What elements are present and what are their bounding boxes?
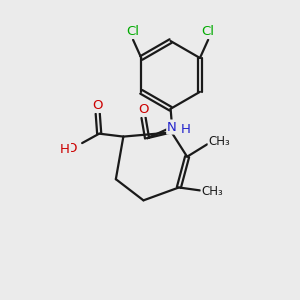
Text: CH₃: CH₃ (202, 185, 223, 198)
Text: H: H (60, 143, 70, 156)
Text: N: N (167, 121, 177, 134)
Text: CH₃: CH₃ (208, 135, 230, 148)
Text: Cl: Cl (127, 25, 140, 38)
Text: O: O (138, 103, 149, 116)
Text: O: O (66, 142, 77, 155)
Text: H: H (180, 123, 190, 136)
Text: O: O (92, 99, 103, 112)
Text: Cl: Cl (202, 25, 215, 38)
